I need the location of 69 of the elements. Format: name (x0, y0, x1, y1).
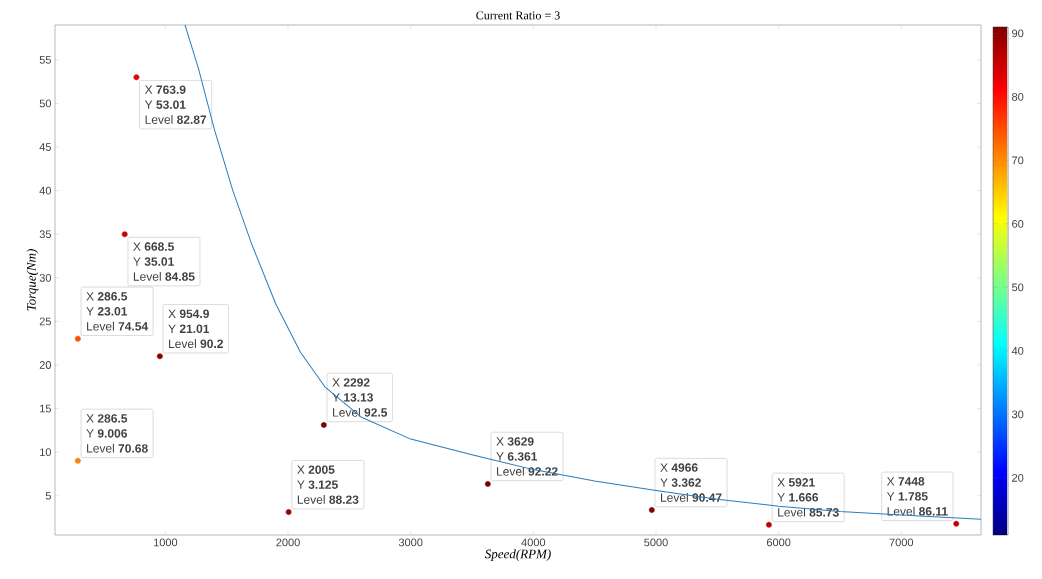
color-bar-label: 50 (1012, 283, 1024, 292)
y-tick-label: 10 (40, 448, 52, 457)
annotation: X 286.5 (86, 414, 128, 423)
annotation: Level 85.73 (778, 507, 839, 517)
point (133, 74, 140, 81)
y-tick-label: 40 (39, 186, 52, 195)
x-tick-label: 1000 (153, 538, 178, 547)
color-bar-label: 40 (1011, 346, 1024, 355)
point (320, 421, 328, 429)
annotation: Y 6.361 (496, 452, 538, 461)
y-tick-label: 45 (39, 143, 51, 151)
y-tick-label: 30 (39, 273, 52, 282)
point (765, 521, 773, 529)
y-tick-label: 15 (40, 404, 51, 413)
annotation: Y 9.006 (86, 429, 128, 438)
point (484, 480, 492, 488)
annotation: Y 1.785 (886, 492, 928, 501)
annotation: X 286.5 (86, 292, 128, 301)
annotation: Y 3.362 (660, 478, 701, 487)
annotation: X 2292 (332, 378, 370, 387)
color-bar-label: 70 (1012, 156, 1024, 165)
annotation: Level 90.2 (169, 339, 223, 348)
annotation: X 763.9 (144, 85, 186, 94)
annotation: Y 3.125 (297, 480, 338, 489)
y-tick-label: 55 (39, 56, 51, 64)
annotation: Level 86.11 (887, 506, 948, 516)
color-bar-label: 60 (1012, 219, 1024, 228)
annotation: Y 35.01 (133, 257, 174, 266)
x-tick-label: 3000 (398, 538, 423, 547)
x-tick-label: 6000 (766, 538, 791, 547)
annotation: X 5921 (777, 478, 815, 487)
annotation: Level 82.87 (145, 115, 207, 124)
x-tick-label: 2000 (276, 538, 300, 547)
color-bar-label: 30 (1012, 410, 1024, 419)
annotation: X 4966 (660, 463, 698, 472)
point (74, 457, 82, 465)
y-tick-label: 50 (39, 99, 52, 108)
x-axis-title: Speed(RPM) (484, 549, 551, 561)
annotation: Y 21.01 (168, 324, 210, 333)
point (285, 508, 292, 516)
annotation: X 668.5 (133, 242, 174, 251)
annotation: Level 88.23 (297, 495, 359, 504)
x-tick-label: 5000 (644, 538, 668, 547)
y-tick-label: 25 (39, 317, 51, 326)
annotation: Level 70.68 (87, 443, 148, 453)
annotation: Y 23.01 (86, 307, 128, 316)
annotation: X 954.9 (168, 309, 209, 318)
point (648, 506, 656, 514)
color-bar-label: 90 (1012, 29, 1024, 38)
point (156, 352, 164, 360)
y-tick-label: 35 (39, 230, 51, 239)
chart-title: Current Ratio = 3 (476, 11, 560, 20)
y-tick-label: 5 (45, 491, 51, 500)
x-tick-label: 4000 (521, 538, 546, 547)
point (74, 335, 82, 342)
annotation: Level 84.85 (133, 272, 195, 281)
annotation: X 3629 (496, 437, 534, 446)
y-tick-label: 20 (39, 361, 52, 369)
x-tick-label: 7000 (889, 538, 914, 547)
point (953, 520, 960, 527)
point (121, 230, 128, 238)
annotation: Y 1.666 (777, 493, 819, 502)
annotation: X 2005 (297, 465, 335, 474)
annotation: Y 53.01 (144, 100, 186, 109)
color-bar-label: 20 (1012, 473, 1024, 482)
color-bar-label: 80 (1012, 92, 1024, 101)
annotation: Level 74.54 (87, 321, 149, 331)
annotation: X 7448 (886, 477, 925, 486)
y-axis-title: Torque(Nm) (26, 249, 39, 311)
